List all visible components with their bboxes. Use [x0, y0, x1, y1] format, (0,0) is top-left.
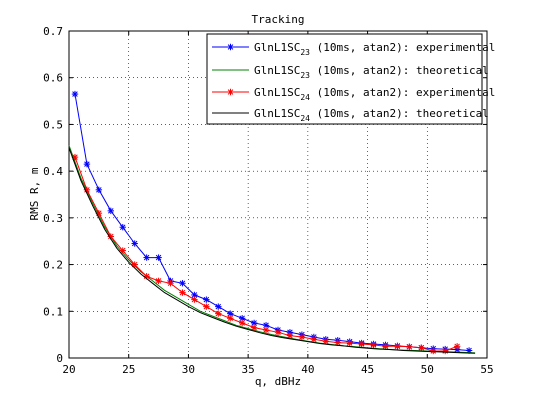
y-tick-label: 0.5 [43, 118, 63, 131]
legend-swatch-marker [227, 43, 234, 51]
series-4 [68, 147, 476, 354]
legend-box [206, 33, 483, 125]
x-tick-label: 55 [480, 363, 493, 376]
series-3-point [83, 186, 91, 194]
series-3-point [358, 340, 365, 348]
series-3-point [346, 339, 353, 347]
x-tick-label: 40 [301, 363, 314, 376]
series-1-point [95, 186, 103, 194]
chart-title: Tracking [252, 13, 305, 26]
series-3-point [298, 333, 306, 341]
series-3-point [167, 280, 174, 287]
series-3-point [430, 347, 437, 355]
y-tick-label: 0.6 [43, 72, 63, 85]
y-tick-label: 0.1 [43, 305, 63, 318]
series-1-point [143, 254, 150, 261]
x-tick-label: 50 [421, 363, 434, 376]
legend-entry-label: GlnL1SC24 (10ms, atan2): experimental [254, 86, 495, 102]
plot-area-frame [68, 30, 488, 359]
series-3-point [191, 296, 198, 303]
series-1-point [107, 207, 114, 215]
series-3-point [286, 332, 294, 339]
series-3-point [406, 343, 413, 350]
legend-entry-label: GlnL1SC23 (10ms, atan2): theoretical [254, 64, 489, 80]
series-1-point [131, 240, 138, 247]
series-1-point [71, 90, 79, 98]
legend-entry-label: GlnL1SC24 (10ms, atan2): theoretical [254, 107, 489, 123]
series-3-point [370, 341, 377, 349]
series-3-point [262, 326, 270, 334]
series-3-point [322, 337, 329, 345]
series-1-point [119, 224, 126, 231]
y-tick-label: 0.7 [43, 25, 63, 38]
x-tick-label: 35 [242, 363, 255, 376]
y-tick-label: 0 [56, 352, 63, 365]
series-3-point [215, 310, 222, 317]
series-1-point [191, 291, 198, 299]
series-4-line [68, 147, 476, 354]
series-3-point [238, 319, 246, 327]
series-3-point [155, 277, 162, 285]
series-3-point [334, 339, 341, 346]
legend: GlnL1SC23 (10ms, atan2): experimental Gln… [206, 33, 495, 125]
series-3-point [418, 344, 425, 351]
series-3-point [227, 315, 234, 322]
series-3-point [394, 343, 401, 350]
series-3-point [203, 303, 210, 310]
legend-entry-label: GlnL1SC23 (10ms, atan2): experimental [254, 41, 495, 57]
series-1-point [215, 303, 222, 310]
series-3-point [453, 343, 461, 350]
y-tick-label: 0.4 [43, 165, 63, 178]
series-3-point [442, 347, 449, 355]
series-3-point [250, 324, 258, 331]
x-tick-label: 30 [182, 363, 195, 376]
y-tick-label: 0.2 [43, 259, 63, 272]
series-3-point [274, 329, 282, 336]
x-tick-label: 25 [122, 363, 135, 376]
series-3-point [382, 343, 389, 350]
series-1-point [203, 296, 210, 303]
legend-swatch-marker [227, 88, 234, 96]
series-lines [68, 90, 476, 355]
series-3-point [119, 247, 126, 254]
x-tick-label: 20 [62, 363, 75, 376]
y-tick-label: 0.3 [43, 212, 63, 225]
x-axis-label: q, dBHz [255, 375, 301, 388]
series-1-point [179, 280, 186, 287]
series-3-point [131, 261, 138, 268]
series-3-point [179, 289, 186, 296]
y-axis-label: RMS R, m [28, 167, 41, 220]
series-1-point [155, 254, 162, 261]
axes: 20 25 30 35 40 45 50 55 0 0.1 0.2 0.3 0.4 0.5 0.6 0.7 [43, 25, 494, 376]
series-3-point [310, 336, 318, 343]
series-1-point [83, 160, 91, 168]
x-tick-label: 45 [361, 363, 374, 376]
